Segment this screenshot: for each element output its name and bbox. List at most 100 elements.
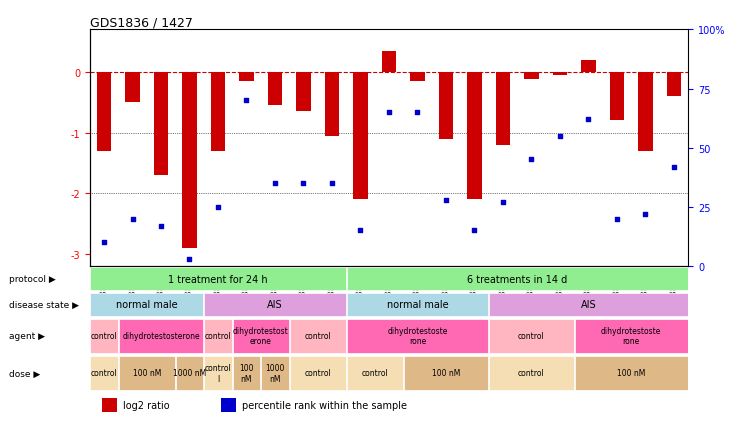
Bar [97,73,111,151]
Point [98,239,110,246]
Bar [524,73,539,80]
Text: percentile rank within the sample: percentile rank within the sample [242,400,408,410]
Point [583,117,595,124]
Text: control: control [91,368,117,378]
FancyBboxPatch shape [347,267,687,291]
Text: normal male: normal male [116,300,177,310]
Bar [154,73,168,175]
Bar [211,73,225,151]
FancyBboxPatch shape [289,356,346,390]
Text: dihydrotestoste
rone: dihydrotestoste rone [387,326,447,346]
Text: control: control [518,368,545,378]
Point [440,197,452,204]
FancyBboxPatch shape [204,319,232,353]
Text: control: control [361,368,388,378]
FancyBboxPatch shape [574,319,687,353]
Point [611,216,623,223]
Text: 100
nM: 100 nM [239,363,254,383]
Point [554,133,566,140]
FancyBboxPatch shape [347,293,488,316]
Text: normal male: normal male [387,300,448,310]
Point [183,256,195,263]
FancyBboxPatch shape [489,319,574,353]
Point [126,216,138,223]
Bar [381,52,396,73]
FancyBboxPatch shape [489,356,574,390]
Text: 100 nM: 100 nM [432,368,460,378]
FancyBboxPatch shape [233,356,260,390]
Point [411,109,423,116]
Text: AIS: AIS [267,300,283,310]
Text: control: control [205,332,231,341]
Bar [666,73,681,97]
Text: protocol ▶: protocol ▶ [9,275,55,283]
Text: dihydrotestoste
rone: dihydrotestoste rone [601,326,661,346]
FancyBboxPatch shape [204,293,346,316]
Point [497,199,509,206]
Text: AIS: AIS [580,300,596,310]
FancyBboxPatch shape [119,356,175,390]
Point [668,164,680,171]
Text: dose ▶: dose ▶ [9,368,40,378]
Point [640,211,652,218]
Bar [553,73,567,76]
FancyBboxPatch shape [91,267,346,291]
Text: control: control [304,368,331,378]
Text: control
l: control l [205,363,231,383]
FancyBboxPatch shape [91,319,117,353]
Text: disease state ▶: disease state ▶ [9,300,79,309]
FancyBboxPatch shape [91,293,203,316]
Text: GDS1836 / 1427: GDS1836 / 1427 [90,16,193,29]
FancyBboxPatch shape [347,319,488,353]
Text: 1 treatment for 24 h: 1 treatment for 24 h [168,274,268,284]
Text: agent ▶: agent ▶ [9,332,45,341]
FancyBboxPatch shape [233,319,289,353]
Bar [325,73,339,136]
Text: dihydrotestost
erone: dihydrotestost erone [233,326,289,346]
Bar [610,73,624,121]
Point [383,109,395,116]
FancyBboxPatch shape [489,293,687,316]
Point [212,204,224,211]
FancyBboxPatch shape [289,319,346,353]
Bar [221,398,236,412]
Bar [581,61,595,73]
Bar [439,73,453,139]
Text: control: control [304,332,331,341]
Text: control: control [518,332,545,341]
Point [326,180,338,187]
FancyBboxPatch shape [574,356,687,390]
Bar [239,73,254,82]
FancyBboxPatch shape [347,356,402,390]
Text: 1000
nM: 1000 nM [266,363,285,383]
Point [525,157,537,164]
FancyBboxPatch shape [261,356,289,390]
FancyBboxPatch shape [176,356,203,390]
Bar [296,73,310,112]
Text: 100 nM: 100 nM [617,368,646,378]
Text: 1000 nM: 1000 nM [173,368,206,378]
FancyBboxPatch shape [404,356,488,390]
Text: 6 treatments in 14 d: 6 treatments in 14 d [467,274,567,284]
FancyBboxPatch shape [119,319,203,353]
Bar [102,398,117,412]
Point [269,180,281,187]
Bar [268,73,282,106]
Point [155,223,167,230]
Bar [638,73,652,151]
Point [355,227,367,234]
Bar [411,73,425,82]
Bar [353,73,367,200]
FancyBboxPatch shape [91,356,117,390]
Bar [183,73,197,248]
Point [241,98,253,105]
Text: dihydrotestosterone: dihydrotestosterone [122,332,200,341]
Text: 100 nM: 100 nM [132,368,161,378]
Bar [496,73,510,145]
Point [468,227,480,234]
Bar [468,73,482,200]
Point [298,180,310,187]
Text: log2 ratio: log2 ratio [123,400,169,410]
FancyBboxPatch shape [204,356,232,390]
Text: control: control [91,332,117,341]
